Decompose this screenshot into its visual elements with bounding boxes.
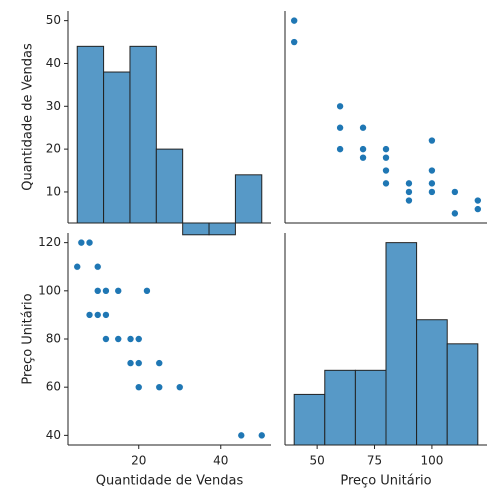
scatter-point [143,287,151,295]
hist-bar [129,45,157,224]
hist-bar [324,369,356,446]
x-tick-label: 20 [131,454,146,468]
x-axis-label: Preço Unitário [340,474,431,489]
scatter-point [93,311,102,319]
y-tick-label: 40 [46,428,61,442]
scatter-point [134,359,143,367]
x-axis-label: Quantidade de Vendas [96,474,244,489]
scatter-point [451,209,459,218]
x-tick-label: 100 [420,454,443,468]
hist-bar [234,174,263,224]
x-tick-label: 75 [367,454,382,468]
y-axis-label: Quantidade de Vendas [21,43,36,191]
y-tick-label: 80 [46,332,61,346]
scatter-point [155,359,164,367]
scatter-point [382,179,390,188]
scatter-point [134,335,143,343]
scatter-point [405,188,413,196]
scatter-point [359,153,367,162]
scatter-point [451,188,459,196]
scatter-point [336,102,344,111]
scatter-point [102,335,110,343]
scatter-point [336,123,344,132]
scatter-point [93,287,102,295]
scatter-point [382,145,390,153]
scatter-point [382,153,390,162]
hist-bar [182,222,210,236]
y-tick-label: 50 [46,13,61,27]
scatter-point [428,188,436,196]
y-tick-label: 60 [46,380,61,394]
scatter-point [114,335,123,343]
scatter-point [77,238,86,247]
scatter-point [134,383,143,391]
hist-bar [354,369,387,446]
scatter-point [474,196,482,205]
scatter-point [93,262,102,271]
scatter-point [359,123,367,132]
scatter-point [126,335,135,343]
scatter-point [474,205,482,213]
hist-bar [76,45,105,224]
scatter-point [155,383,164,391]
x-tick-label: 50 [309,454,324,468]
scatter-point [102,287,110,295]
scatter-point [428,166,436,175]
y-tick-label: 40 [46,56,61,70]
scatter-point [405,196,413,205]
scatter-point [114,287,123,295]
scatter-point [73,262,82,271]
scatter-point [290,16,298,25]
y-axis-label: Preço Unitário [21,293,36,384]
hist-bar [155,148,184,224]
scatter-point [359,145,367,153]
scatter-point [257,431,266,440]
y-tick-label: 10 [46,184,61,198]
scatter-point [290,38,298,46]
scatter-point [85,311,94,319]
hist-bar [446,343,479,446]
y-tick-label: 100 [38,283,61,297]
y-tick-label: 20 [46,142,61,156]
scatter-point [85,238,94,247]
y-tick-label: 120 [38,235,61,249]
hist-bar [385,242,418,446]
hist-bar [208,222,236,236]
hist-bar [103,71,131,224]
scatter-point [126,359,135,367]
scatter-point [382,166,390,175]
hist-bar [416,319,448,446]
scatter-point [428,179,436,188]
y-tick-label: 30 [46,99,61,113]
hist-bar [293,393,326,446]
scatter-point [237,431,246,440]
scatter-point [336,145,344,153]
scatter-point [405,179,413,188]
scatter-point [428,136,436,145]
scatter-point [102,311,110,319]
x-tick-label: 40 [213,454,228,468]
scatter-point [175,383,184,391]
